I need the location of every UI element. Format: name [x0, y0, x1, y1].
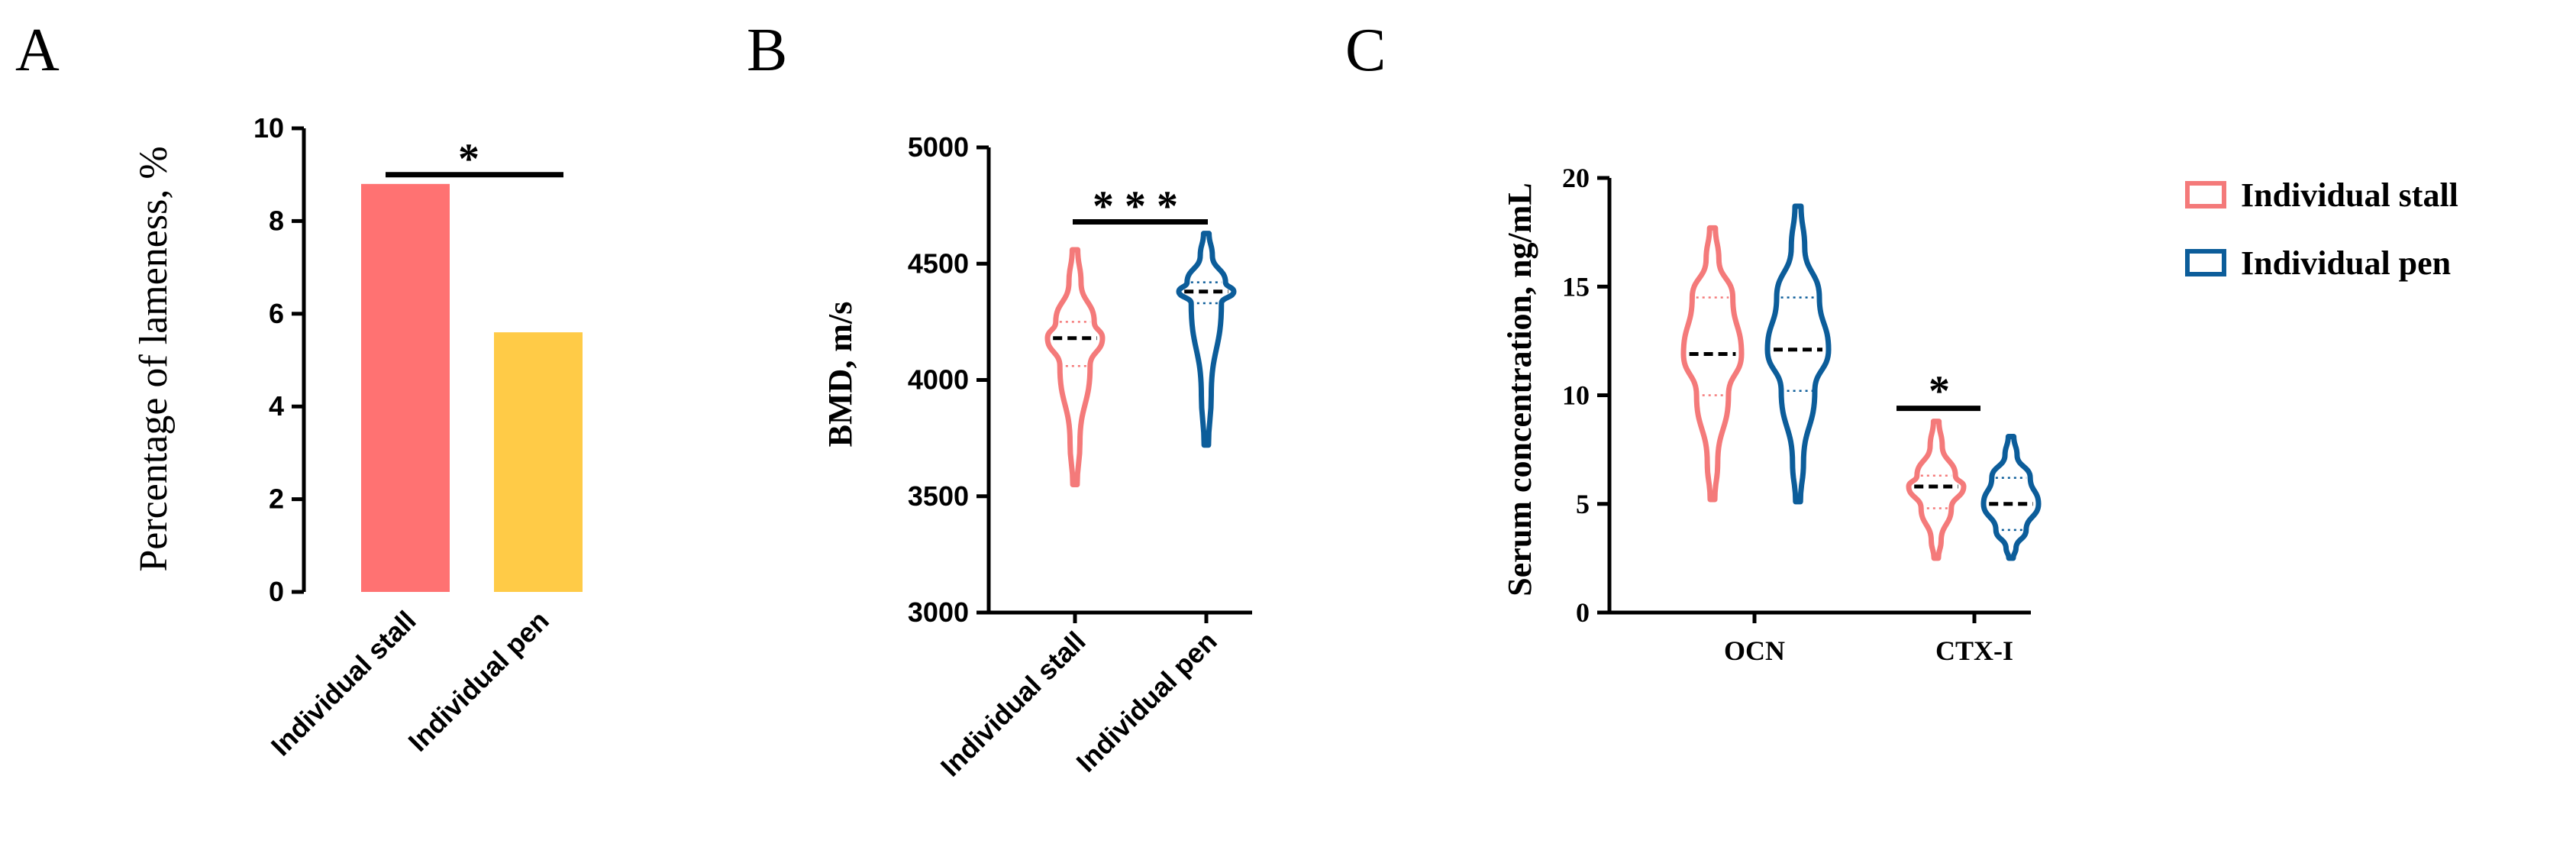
- legend-label-individual-stall: Individual stall: [2241, 176, 2458, 214]
- legend-swatch-individual-stall: [2185, 181, 2226, 209]
- panel-c-y-tick-label-0: 0: [1576, 597, 1590, 628]
- panel-a-y-tick-label-8: 8: [269, 205, 284, 236]
- panel-c-ctx-i-individual-pen-violin: [1980, 434, 2042, 561]
- panel-c-ctx-i-individual-stall-violin: [1906, 419, 1967, 561]
- panel-c-y-axis: 0 5 10 15 20: [1562, 163, 2031, 628]
- panel-c-ocn-individual-pen-violin: [1764, 203, 1832, 505]
- panel-a-letter: A: [15, 17, 60, 84]
- panel-c-y-tick-label-20: 20: [1562, 163, 1590, 193]
- panel-a-bars: [361, 183, 583, 593]
- legend-swatch-individual-pen: [2185, 249, 2226, 276]
- panel-a-y-tick-label-0: 0: [269, 576, 284, 607]
- panel-a-y-axis: 0 2 4 6 8 10: [253, 112, 306, 607]
- panel-b-y-tick-label-5000: 5000: [908, 131, 969, 163]
- panel-c-significance: *: [1896, 368, 1980, 415]
- panel-a-significance-stars: *: [458, 136, 479, 183]
- panel-b-significance: ***: [1073, 183, 1208, 230]
- panel-b-y-axis: 3000 3500 4000 4500 5000: [908, 131, 1252, 628]
- panel-b-y-axis-label: BMD, m/s: [822, 302, 859, 448]
- panel-c-y-tick-label-5: 5: [1576, 489, 1590, 519]
- panel-a-category-label-individual-pen: Individual pen: [402, 605, 555, 758]
- panel-c-category-labels: OCN CTX-I: [1724, 613, 2013, 666]
- panel-a-y-tick-label-10: 10: [253, 112, 284, 144]
- panel-b-y-tick-label-3000: 3000: [908, 597, 969, 628]
- panel-c-category-label-ocn: OCN: [1724, 635, 1785, 666]
- panel-a-y-tick-label-4: 4: [269, 390, 284, 422]
- panel-a-y-tick-label-6: 6: [269, 298, 284, 329]
- panel-c-y-tick-label-15: 15: [1562, 271, 1590, 302]
- panel-b-y-tick-label-4000: 4000: [908, 364, 969, 396]
- panel-a-bar-individual-pen: [494, 332, 583, 592]
- panel-b-individual-stall-violin: [1044, 247, 1106, 488]
- panel-b-category-label-individual-pen: Individual pen: [1070, 626, 1223, 778]
- panel-c-significance-stars: *: [1929, 368, 1950, 415]
- panel-b-violins: [1044, 231, 1237, 488]
- panel-a: A Percentage of lameness, % 0 2 4 6 8 10 Indi…: [15, 17, 583, 761]
- panel-c-violins: [1680, 203, 2042, 561]
- panel-b: B BMD, m/s 3000 3500 4000 4500 5000 Individu…: [747, 17, 1252, 782]
- panel-a-significance: *: [386, 136, 563, 183]
- panel-a-bar-individual-stall: [361, 183, 450, 593]
- panel-b-letter: B: [747, 17, 787, 84]
- panel-c-y-axis-label: Serum concentration, ng/mL: [1501, 183, 1538, 596]
- panel-b-y-tick-label-4500: 4500: [908, 247, 969, 279]
- panel-b-y-tick-label-3500: 3500: [908, 480, 969, 512]
- panel-c-letter: C: [1345, 17, 1386, 84]
- panel-b-individual-pen-violin: [1176, 231, 1237, 448]
- panel-a-y-tick-label-2: 2: [269, 483, 284, 515]
- panel-c-y-tick-label-10: 10: [1562, 380, 1590, 411]
- panel-c: C Serum concentration, ng/mL 0 5 10 15 20 OC…: [1345, 17, 2042, 666]
- panel-c-category-label-ctx-i: CTX-I: [1935, 635, 2013, 666]
- panel-a-category-label-individual-stall: Individual stall: [265, 605, 422, 762]
- legend: Individual stall Individual pen: [2185, 176, 2458, 282]
- legend-label-individual-pen: Individual pen: [2241, 244, 2451, 282]
- panel-b-category-label-individual-stall: Individual stall: [935, 626, 1092, 783]
- panel-a-y-axis-label: Percentage of lameness, %: [132, 146, 176, 571]
- panel-b-significance-stars: ***: [1093, 183, 1189, 230]
- panel-c-ocn-individual-stall-violin: [1680, 225, 1745, 503]
